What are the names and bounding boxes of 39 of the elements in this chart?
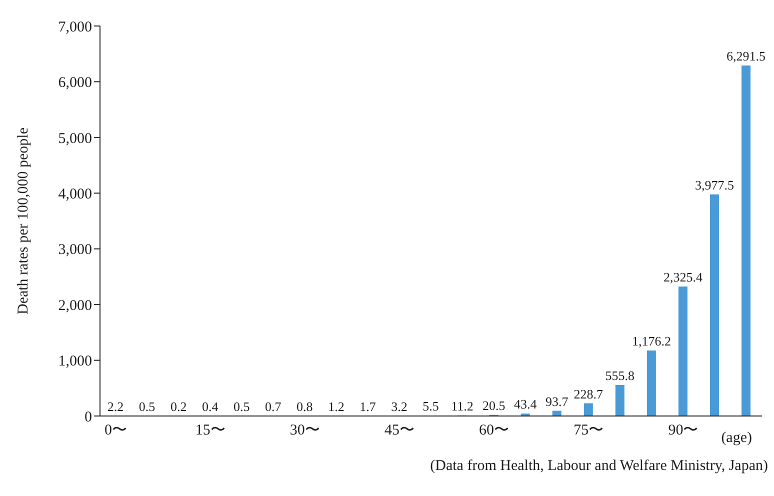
data-label: 2.2 bbox=[107, 398, 124, 414]
y-tick-label: 1,000 bbox=[58, 354, 92, 370]
y-tick-label: 5,000 bbox=[58, 130, 92, 147]
data-label: 228.7 bbox=[574, 386, 604, 402]
data-label: 555.8 bbox=[605, 368, 635, 384]
data-label: 43.4 bbox=[514, 396, 538, 412]
data-label: 1,176.2 bbox=[632, 333, 671, 348]
data-label: 0.8 bbox=[296, 398, 313, 414]
y-tick-label: 0 bbox=[84, 409, 92, 426]
data-label: 0.7 bbox=[265, 398, 282, 414]
x-tick-label: 45〜 bbox=[384, 422, 414, 439]
y-tick-label: 3,000 bbox=[58, 242, 92, 258]
text: (Data from Health, Labour and Welfare Ministry, Japan) bbox=[429, 458, 769, 475]
data-label: 0.4 bbox=[202, 398, 219, 414]
x-tick-label: 75〜 bbox=[574, 422, 604, 439]
data-label: 0.2 bbox=[170, 398, 187, 414]
data-label: 1.7 bbox=[360, 398, 376, 414]
data-label: 2,325.4 bbox=[663, 269, 703, 284]
x-tick-label: 60〜 bbox=[479, 422, 510, 439]
x-tick-label: 30〜 bbox=[290, 422, 320, 439]
x-tick-label: 0〜 bbox=[104, 422, 128, 439]
data-label: 3.2 bbox=[391, 398, 408, 414]
y-axis-title: Death rates per 100,000 people bbox=[15, 127, 32, 315]
x-tick-label: 15〜 bbox=[195, 422, 226, 439]
x-tick-label: 90〜 bbox=[668, 422, 698, 439]
data-label: 1.2 bbox=[328, 398, 344, 414]
data-label: 3,977.5 bbox=[694, 177, 734, 192]
x-axis-title: (age) bbox=[721, 430, 752, 446]
y-tick-label: 7,000 bbox=[58, 19, 92, 36]
y-tick-label: 4,000 bbox=[58, 186, 92, 202]
data-label: 0.5 bbox=[138, 398, 156, 414]
data-label: 20.5 bbox=[482, 398, 506, 413]
y-tick-label: 6,000 bbox=[58, 75, 92, 92]
data-label: 93.7 bbox=[545, 394, 569, 409]
data-label: 0.5 bbox=[234, 398, 250, 414]
data-label: 11.2 bbox=[451, 398, 474, 414]
y-tick-label: 2,000 bbox=[58, 298, 92, 314]
data-label: 6,291.5 bbox=[726, 48, 766, 64]
data-label: 5.5 bbox=[422, 398, 439, 414]
